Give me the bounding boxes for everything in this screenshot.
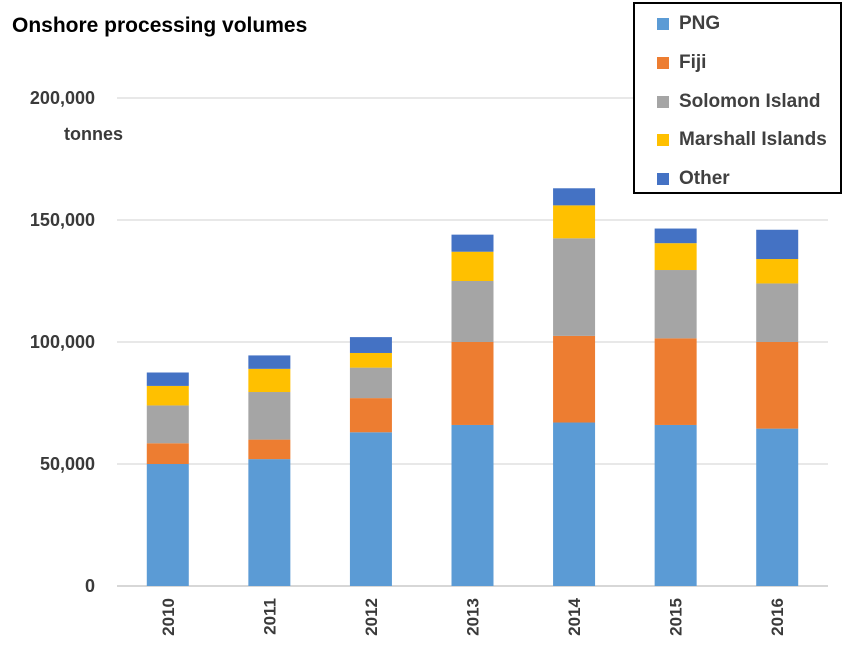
- x-tick-label: 2012: [362, 598, 381, 636]
- bar-segment: [146, 385, 189, 406]
- legend-swatch: [657, 96, 669, 108]
- y-tick-label: 50,000: [40, 454, 95, 474]
- x-tick-label: 2013: [464, 598, 483, 636]
- bar-segment: [349, 398, 392, 433]
- bar-segment: [756, 259, 799, 284]
- bar-segment: [248, 392, 291, 440]
- bar-segment: [146, 443, 189, 464]
- legend-swatch: [657, 57, 669, 69]
- legend-label: Solomon Island: [679, 91, 821, 112]
- bar-segment: [654, 270, 697, 339]
- legend-swatch: [657, 173, 669, 185]
- bar-segment: [349, 432, 392, 586]
- bar-segment: [451, 281, 494, 342]
- y-tick-label: 0: [85, 576, 95, 596]
- bar-segment: [451, 251, 494, 281]
- x-tick-label: 2011: [260, 598, 279, 635]
- bars: [146, 188, 799, 586]
- chart-title: Onshore processing volumes: [12, 14, 308, 37]
- x-tick-label: 2014: [565, 597, 584, 635]
- bar-segment: [146, 464, 189, 586]
- y-tick-label: 200,000: [30, 88, 95, 108]
- bar-segment: [756, 428, 799, 586]
- bar-segment: [248, 459, 291, 586]
- y-tick-label: 150,000: [30, 210, 95, 230]
- legend-label: PNG: [679, 13, 721, 34]
- bar-segment: [654, 243, 697, 271]
- bar-segment: [248, 355, 291, 369]
- legend: PNG Fiji Solomon Island Marshall Islands…: [633, 2, 842, 194]
- bar-segment: [349, 352, 392, 368]
- bar-segment: [553, 238, 596, 336]
- bar-segment: [756, 229, 799, 260]
- bar-segment: [451, 424, 494, 586]
- legend-swatch: [657, 134, 669, 146]
- bar-segment: [553, 335, 596, 423]
- y-axis-unit-label: tonnes: [64, 124, 124, 144]
- legend-label: Fiji: [679, 52, 707, 73]
- bar-segment: [553, 422, 596, 586]
- legend-label: Marshall Islands: [679, 129, 827, 150]
- bar-segment: [451, 234, 494, 252]
- x-tick-label: 2015: [667, 598, 686, 636]
- x-tick-label: 2010: [159, 598, 178, 636]
- bar-segment: [349, 337, 392, 353]
- x-tick-label: 2016: [768, 598, 787, 636]
- legend-item-other: Other: [657, 167, 730, 191]
- legend-item-png: PNG: [657, 12, 720, 36]
- legend-item-solomon-island: Solomon Island: [657, 90, 820, 114]
- legend-item-marshall-islands: Marshall Islands: [657, 128, 827, 152]
- bar-segment: [756, 283, 799, 342]
- bar-segment: [756, 342, 799, 429]
- bar-segment: [553, 188, 596, 206]
- bar-segment: [654, 424, 697, 586]
- bar-segment: [248, 368, 291, 393]
- legend-label: Other: [679, 168, 730, 189]
- bar-segment: [553, 205, 596, 239]
- bar-segment: [146, 405, 189, 444]
- legend-swatch: [657, 18, 669, 30]
- y-tick-label: 100,000: [30, 332, 95, 352]
- bar-segment: [146, 372, 189, 386]
- bar-segment: [349, 367, 392, 399]
- bar-segment: [451, 342, 494, 425]
- x-axis-ticks: 2010 2011 2012 2013 2014 2015 2016: [159, 597, 787, 635]
- bar-segment: [654, 338, 697, 425]
- y-axis-ticks: 0 50,000 100,000 150,000 200,000: [30, 88, 95, 596]
- bar-segment: [248, 439, 291, 460]
- bar-segment: [654, 228, 697, 244]
- legend-item-fiji: Fiji: [657, 51, 706, 75]
